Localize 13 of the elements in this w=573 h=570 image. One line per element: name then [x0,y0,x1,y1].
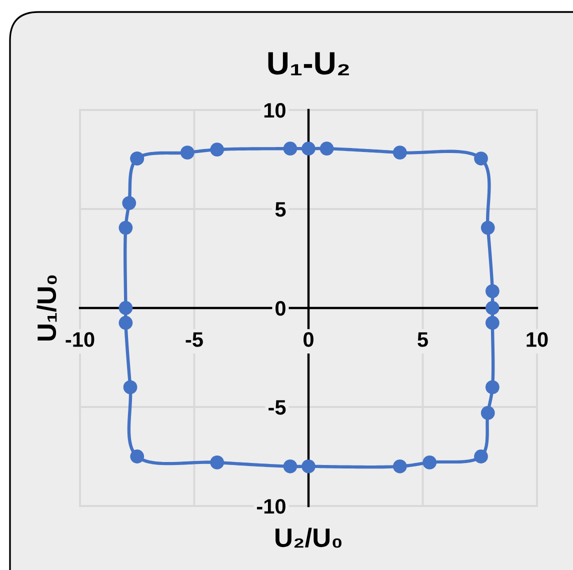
y-tick-label: 5 [275,202,286,217]
y-tick-label: 0 [276,301,286,316]
y-axis-title: U₁/U₀ [36,275,57,341]
y-tick-label: 10 [264,103,286,118]
x-tick-label: -5 [186,332,203,347]
x-axis-title: U₂/U₀ [276,528,342,548]
x-tick-label: 10 [526,332,548,347]
x-tick-label: -10 [66,332,94,347]
chart-title: U₁-U₂ [268,52,349,76]
y-tick-label: -5 [268,400,286,415]
x-tick-label: 0 [304,332,314,347]
y-tick-label: -10 [256,499,286,514]
x-tick-label: 5 [418,332,428,347]
